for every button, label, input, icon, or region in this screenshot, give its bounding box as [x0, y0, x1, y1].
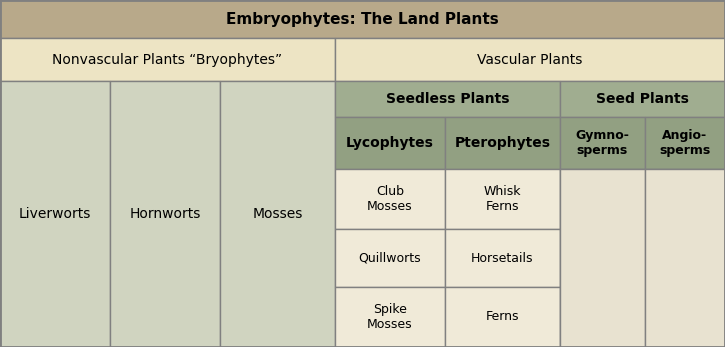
Bar	[560, 117, 645, 169]
Text: Embryophytes: The Land Plants: Embryophytes: The Land Plants	[226, 11, 499, 26]
Bar	[0, 0, 725, 38]
Text: Pterophytes: Pterophytes	[455, 136, 550, 150]
Bar	[335, 117, 445, 169]
Bar	[560, 81, 725, 117]
Text: Gymno-
sperms: Gymno- sperms	[576, 129, 629, 157]
Text: Nonvascular Plants “Bryophytes”: Nonvascular Plants “Bryophytes”	[52, 52, 283, 67]
Text: Lycophytes: Lycophytes	[346, 136, 434, 150]
Bar	[335, 287, 445, 347]
Bar	[560, 169, 645, 347]
Bar	[110, 81, 220, 347]
Bar	[560, 287, 645, 347]
Text: Spike
Mosses: Spike Mosses	[367, 303, 413, 331]
Text: Mosses: Mosses	[252, 207, 302, 221]
Bar	[560, 169, 645, 229]
Text: Hornworts: Hornworts	[129, 207, 201, 221]
Bar	[335, 229, 445, 287]
Bar	[335, 81, 560, 117]
Bar	[560, 229, 645, 287]
Text: Liverworts: Liverworts	[19, 207, 91, 221]
Bar	[445, 169, 560, 229]
Bar	[445, 287, 560, 347]
Text: Whisk
Ferns: Whisk Ferns	[484, 185, 521, 213]
Text: Angio-
sperms: Angio- sperms	[659, 129, 710, 157]
Bar	[645, 169, 725, 229]
Text: Horsetails: Horsetails	[471, 252, 534, 264]
Bar	[335, 38, 725, 81]
Text: Vascular Plants: Vascular Plants	[477, 52, 583, 67]
Bar	[220, 81, 335, 347]
Bar	[445, 117, 560, 169]
Text: Quillworts: Quillworts	[359, 252, 421, 264]
Text: Ferns: Ferns	[486, 311, 519, 323]
Text: Club
Mosses: Club Mosses	[367, 185, 413, 213]
Bar	[335, 169, 445, 229]
Bar	[645, 287, 725, 347]
Text: Seedless Plants: Seedless Plants	[386, 92, 509, 106]
Bar	[645, 169, 725, 347]
Text: Seed Plants: Seed Plants	[596, 92, 689, 106]
Bar	[645, 117, 725, 169]
Bar	[0, 38, 335, 81]
Bar	[445, 229, 560, 287]
Bar	[645, 229, 725, 287]
Bar	[0, 81, 110, 347]
